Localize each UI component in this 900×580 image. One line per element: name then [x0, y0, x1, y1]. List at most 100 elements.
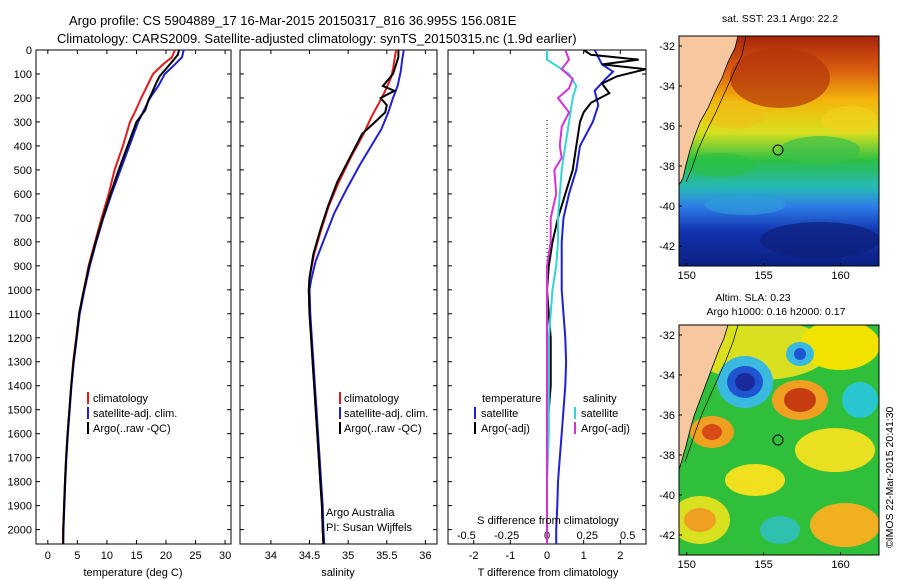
argo-float-marker [772, 144, 784, 156]
legend-satellite: satellite-adj. clim. [344, 408, 428, 420]
series-line-satellite-adj-clim- [62, 50, 185, 544]
top-x-tick-label: 0.25 [577, 530, 598, 542]
top-x-tick-label: -0.5 [457, 530, 476, 542]
y-tick-label: 1300 [8, 357, 32, 369]
map-y-tick-label: -32 [659, 41, 675, 53]
series-line-argo-raw-qc- [307, 50, 400, 544]
y-tick-label: 800 [14, 237, 32, 249]
x-tick-label: -1 [505, 550, 515, 562]
x-tick-label: 20 [160, 550, 172, 562]
legend-climatology: climatology [93, 393, 149, 405]
y-tick-label: 1600 [8, 429, 32, 441]
legend-argo: Argo(..raw -QC) [93, 423, 171, 435]
difference-legend: temperature satellite Argo(-adj) salinit… [474, 393, 630, 435]
y-tick-label: 200 [14, 93, 32, 105]
y-tick-label: 1100 [8, 309, 32, 321]
x-tick-label: 30 [219, 550, 231, 562]
map-x-tick-label: 150 [678, 270, 696, 282]
y-tick-label: 900 [14, 261, 32, 273]
x-tick-label: 2 [617, 550, 623, 562]
map-y-tick-label: -34 [659, 81, 675, 93]
x-tick-label: 35 [342, 550, 354, 562]
temperature-panel: 0100200300400500600700800900100011001200… [8, 45, 232, 579]
x-tick-label: 34 [265, 550, 277, 562]
top-x-tick-label: -0.25 [494, 530, 519, 542]
map-y-tick-label: -40 [659, 201, 675, 213]
annotation-argo-australia: Argo Australia [326, 507, 395, 519]
sst-map-title: sat. SST: 23.1 Argo: 22.2 [722, 13, 838, 25]
y-tick-label: 500 [14, 165, 32, 177]
series-line-t-satellite [555, 50, 615, 544]
x-tick-label: 25 [189, 550, 201, 562]
map-x-tick-label: 155 [754, 270, 772, 282]
x-tick-label: 36 [419, 550, 431, 562]
map-y-tick-label: -38 [659, 161, 675, 173]
difference-top-xlabel: S difference from climatology [477, 515, 619, 527]
imos-watermark: ©IMOS 22-Mar-2015 20:41:30 [884, 406, 896, 548]
y-tick-label: 400 [14, 141, 32, 153]
series-line-climatology [61, 50, 176, 544]
y-tick-label: 1800 [8, 477, 32, 489]
salinity-xlabel: salinity [321, 567, 355, 579]
legend-s-satellite: satellite [581, 408, 618, 420]
salinity-panel: 34 34.5 35 35.5 36 salinity climatology sate… [239, 49, 438, 579]
temperature-xlabel: temperature (deg C) [83, 567, 182, 579]
legend-argo: Argo(..raw -QC) [344, 423, 422, 435]
difference-panel: -2 -1 0 1 2-0.5 -0.25 0 0.25 0.5 T difference fr… [447, 49, 647, 579]
top-x-tick-label: 0.5 [620, 530, 635, 542]
map-y-tick-label: -32 [659, 330, 675, 342]
y-tick-label: 300 [14, 117, 32, 129]
x-tick-label: 0 [45, 550, 51, 562]
y-tick-label: 1900 [8, 501, 32, 513]
x-tick-label: 1 [581, 550, 587, 562]
y-tick-label: 1000 [8, 285, 32, 297]
legend-satellite: satellite-adj. clim. [93, 408, 177, 420]
y-tick-label: 1700 [8, 453, 32, 465]
x-tick-label: 35.5 [376, 550, 397, 562]
y-tick-label: 100 [14, 69, 32, 81]
map-y-tick-label: -42 [659, 530, 675, 542]
map-y-tick-label: -40 [659, 490, 675, 502]
map-y-tick-label: -36 [659, 410, 675, 422]
map-x-tick-label: 160 [831, 270, 849, 282]
y-tick-label: 0 [26, 45, 32, 57]
argo-float-marker [772, 434, 784, 446]
y-tick-label: 700 [14, 213, 32, 225]
x-tick-label: 15 [130, 550, 142, 562]
x-tick-label: 0 [544, 550, 550, 562]
legend-t-satellite: satellite [481, 408, 518, 420]
map-x-tick-label: 155 [754, 559, 772, 571]
series-line-s-argo-adj- [546, 50, 574, 544]
difference-xlabel: T difference from climatology [478, 567, 619, 579]
legend-climatology: climatology [344, 393, 400, 405]
legend-t-argo: Argo(-adj) [481, 423, 530, 435]
series-line-argo-raw-qc- [62, 50, 180, 544]
y-tick-label: 2000 [8, 525, 32, 537]
legend-salinity-title: salinity [583, 393, 617, 405]
sla-map: Altim. SLA: 0.23 Argo h1000: 0.16 h2000:… [659, 292, 880, 571]
map-y-tick-label: -34 [659, 370, 675, 382]
series-line-satellite-adj-clim- [308, 50, 405, 544]
map-y-tick-label: -42 [659, 241, 675, 253]
x-tick-label: 5 [74, 550, 80, 562]
y-tick-label: 600 [14, 189, 32, 201]
y-tick-label: 1500 [8, 405, 32, 417]
sla-map-subtitle: Argo h1000: 0.16 h2000: 0.17 [707, 306, 846, 318]
plot-title-line2: Climatology: CARS2009. Satellite-adjuste… [57, 31, 577, 46]
temperature-legend: climatology satellite-adj. clim. Argo(..… [87, 392, 177, 435]
x-tick-label: 34.5 [299, 550, 320, 562]
legend-temperature-title: temperature [482, 393, 541, 405]
map-x-tick-label: 160 [831, 559, 849, 571]
salinity-legend: climatology satellite-adj. clim. Argo(..… [339, 392, 428, 435]
legend-s-argo: Argo(-adj) [581, 423, 630, 435]
y-tick-label: 1400 [8, 381, 32, 393]
x-tick-label: -2 [469, 550, 479, 562]
map-y-tick-label: -36 [659, 121, 675, 133]
map-y-tick-label: -38 [659, 450, 675, 462]
sst-map: sat. SST: 23.1 Argo: 22.2 150 155 160 -32 -3… [659, 13, 880, 282]
plot-title-line1: Argo profile: CS 5904889_17 16-Mar-2015 … [69, 13, 517, 28]
map-x-tick-label: 150 [678, 559, 696, 571]
y-tick-label: 1200 [8, 333, 32, 345]
annotation-pi: PI: Susan Wijffels [326, 522, 412, 534]
